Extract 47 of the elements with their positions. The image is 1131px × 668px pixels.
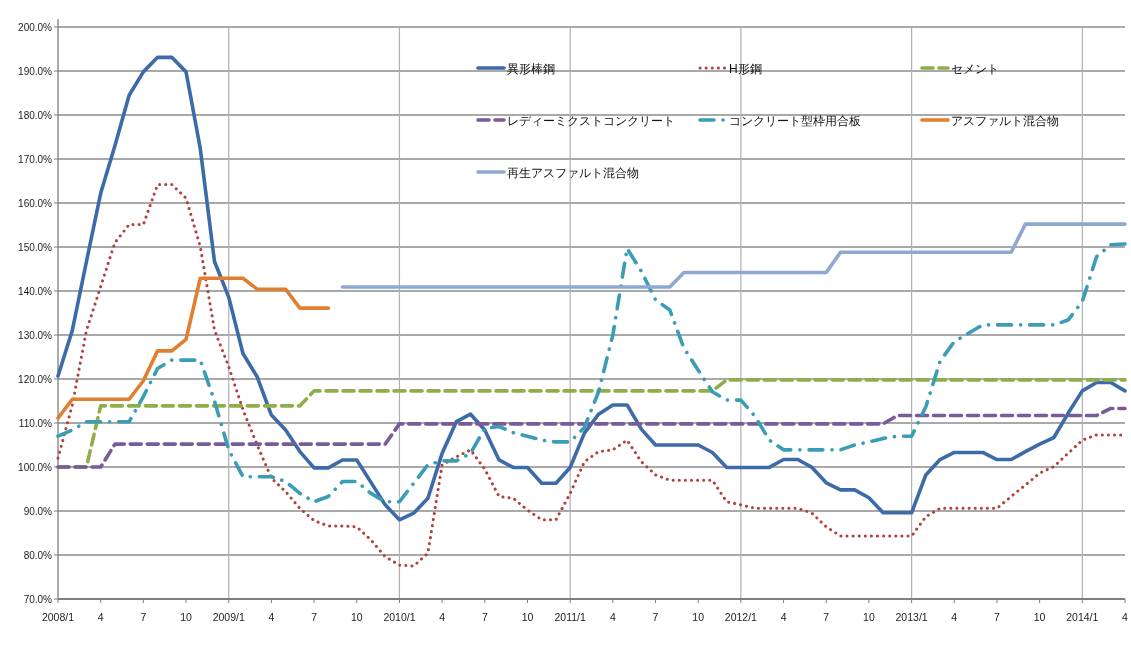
x-tick-label: 4 — [609, 611, 616, 623]
x-tick-label: 10 — [180, 611, 193, 623]
x-tick-label: 10 — [692, 611, 705, 623]
x-tick-label: 2012/1 — [724, 611, 758, 623]
y-tick-label: 70.0% — [23, 593, 53, 605]
x-tick-label: 10 — [863, 611, 875, 623]
x-tick-label: 4 — [439, 611, 446, 623]
y-tick-label: 190.0% — [18, 65, 53, 77]
x-tick-label: 4 — [268, 611, 275, 623]
x-tick-label: 2011/1 — [554, 611, 586, 623]
legend-label: コンクリート型枠用合板 — [729, 114, 861, 128]
x-tick-label: 10 — [521, 611, 534, 623]
y-tick-label: 170.0% — [18, 153, 53, 165]
x-tick-label: 7 — [140, 611, 147, 623]
y-tick-label: 100.0% — [18, 461, 53, 473]
y-tick-label: 90.0% — [23, 505, 53, 517]
legend-label: セメント — [951, 62, 999, 76]
x-tick-label: 10 — [1033, 611, 1046, 623]
legend-label: H形鋼 — [729, 62, 762, 76]
x-tick-label: 4 — [951, 611, 958, 623]
y-tick-label: 80.0% — [23, 549, 53, 561]
x-tick-label: 7 — [823, 611, 830, 623]
y-tick-label: 140.0% — [18, 285, 53, 297]
x-tick-label: 2013/1 — [895, 611, 928, 623]
x-tick-label: 7 — [311, 611, 318, 623]
x-tick-label: 4 — [780, 611, 787, 623]
y-tick-label: 110.0% — [18, 417, 53, 429]
x-tick-label: 2008/1 — [41, 611, 75, 623]
x-tick-label: 7 — [652, 611, 659, 623]
y-tick-label: 160.0% — [18, 197, 53, 209]
x-tick-label: 2014/1 — [1066, 611, 1099, 623]
y-tick-label: 130.0% — [18, 329, 53, 341]
legend-label: 再生アスファルト混合物 — [507, 166, 639, 180]
x-tick-label: 4 — [1122, 611, 1129, 623]
x-tick-label: 2010/1 — [383, 611, 416, 623]
legend-label: アスファルト混合物 — [951, 114, 1059, 128]
x-tick-label: 4 — [97, 611, 104, 623]
legend-label: レディーミクストコンクリート — [507, 114, 675, 128]
y-tick-label: 150.0% — [18, 241, 53, 253]
y-tick-label: 120.0% — [18, 373, 53, 385]
x-tick-label: 7 — [481, 611, 488, 623]
y-tick-label: 200.0% — [18, 21, 53, 33]
legend-label: 異形棒鋼 — [507, 62, 555, 76]
x-tick-label: 7 — [994, 611, 1001, 623]
y-tick-label: 180.0% — [18, 109, 53, 121]
x-tick-label: 10 — [350, 611, 363, 623]
x-tick-label: 2009/1 — [212, 611, 245, 623]
